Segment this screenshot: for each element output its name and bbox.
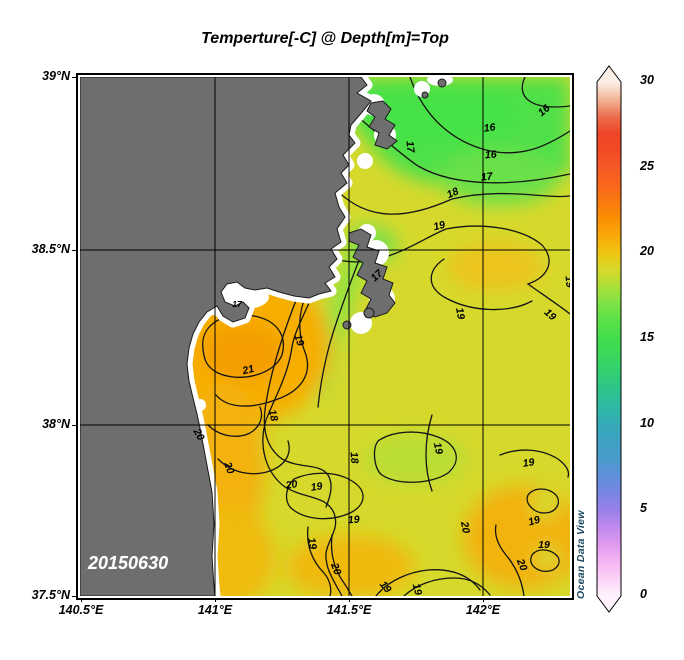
- x-axis-tick-label: 141°E: [197, 603, 233, 617]
- contour-label: 18: [348, 451, 361, 464]
- x-axis-tick: [349, 598, 350, 602]
- contour-label: 17: [232, 299, 243, 309]
- x-axis-tick: [81, 598, 82, 602]
- y-axis-tick-label: 37.5°N: [31, 588, 70, 602]
- colorbar-bar: [596, 65, 622, 613]
- contour-label: 20: [458, 520, 472, 535]
- colorbar-tick-label: 25: [640, 158, 654, 173]
- colorbar: 30 25 20 15 10 5 0: [596, 64, 684, 624]
- contour-label: 19: [431, 441, 445, 455]
- contour-label: 19: [432, 219, 446, 234]
- contour-label: 19: [291, 333, 306, 348]
- x-axis-tick: [215, 598, 216, 602]
- contour-label: 20: [284, 478, 298, 492]
- contour-label: 19: [348, 514, 361, 527]
- odv-watermark: Ocean Data View: [575, 510, 587, 599]
- colorbar-tick-label: 0: [640, 587, 647, 601]
- x-axis-tick-label: 141.5°E: [326, 603, 372, 617]
- date-label: 20150630: [88, 553, 169, 573]
- contour-label: 19: [527, 514, 542, 529]
- contour-label: 16: [483, 121, 496, 135]
- colorbar-tick-label: 5: [640, 501, 647, 516]
- colorbar-tick-label: 15: [640, 330, 654, 344]
- y-axis-tick-label: 39°N: [42, 69, 70, 83]
- colorbar-tick-label: 30: [640, 73, 654, 87]
- y-axis-tick: [72, 77, 76, 78]
- contour-label: 19: [410, 582, 425, 596]
- plot-title: Temperture[-C] @ Depth[m]=Top: [201, 30, 449, 47]
- y-axis-tick-label: 38°N: [42, 417, 70, 431]
- contour-label: 17: [403, 140, 416, 154]
- contour-label: 20: [514, 556, 530, 572]
- map-plot-area: 16 16 16 17 17 18 19 19 17 17 19 19 19 21 18 18 19 20 20 20…: [76, 73, 574, 600]
- contour-label: 16: [485, 149, 498, 162]
- x-axis-tick-label: 140.5°E: [58, 603, 104, 617]
- colorbar-gradient: [596, 65, 622, 613]
- contour-label: 19: [453, 307, 467, 321]
- colorbar-tick-label: 10: [640, 415, 654, 430]
- mainland: [80, 77, 372, 596]
- x-axis-tick-label: 142°E: [465, 603, 501, 617]
- contour-label: 18: [266, 408, 280, 422]
- x-axis-tick: [483, 598, 484, 602]
- contour-label: 20: [190, 426, 207, 443]
- contour-label: 19: [522, 456, 535, 470]
- y-axis-tick: [72, 596, 76, 597]
- contour-label: 19: [538, 539, 550, 551]
- contour-label: 17: [480, 170, 494, 183]
- contour-lines: [202, 77, 570, 596]
- contour-label: 20: [221, 459, 237, 475]
- y-axis-tick: [72, 250, 76, 251]
- contour-label: 19: [305, 537, 319, 551]
- contour-label: 19: [563, 275, 570, 288]
- contour-label: 20: [328, 560, 344, 576]
- contour-label: 18: [445, 185, 461, 201]
- y-axis-tick-label: 38.5°N: [31, 242, 70, 256]
- contour-label: 21: [240, 363, 255, 378]
- graticule: [80, 77, 570, 596]
- contour-label: 19: [310, 480, 323, 494]
- y-axis-tick: [72, 425, 76, 426]
- colorbar-tick-label: 20: [640, 244, 654, 259]
